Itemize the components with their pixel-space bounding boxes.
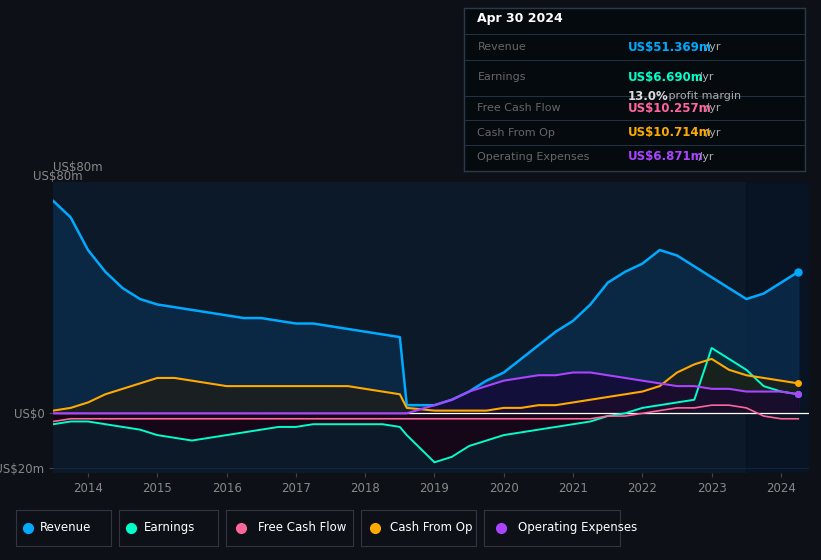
- Text: Free Cash Flow: Free Cash Flow: [258, 521, 346, 534]
- Text: Apr 30 2024: Apr 30 2024: [478, 12, 563, 25]
- Text: Cash From Op: Cash From Op: [478, 128, 555, 138]
- Text: US$51.369m: US$51.369m: [627, 40, 712, 54]
- Text: Free Cash Flow: Free Cash Flow: [478, 103, 561, 113]
- Text: Cash From Op: Cash From Op: [390, 521, 472, 534]
- Text: /yr: /yr: [702, 128, 721, 138]
- Text: US$80m: US$80m: [53, 161, 103, 174]
- Text: /yr: /yr: [695, 72, 713, 82]
- Text: /yr: /yr: [702, 42, 721, 52]
- Bar: [746, 182, 815, 473]
- Text: US$10.714m: US$10.714m: [627, 126, 711, 139]
- Text: profit margin: profit margin: [665, 91, 741, 101]
- Text: US$80m: US$80m: [33, 170, 82, 183]
- Text: /yr: /yr: [702, 103, 721, 113]
- Text: Operating Expenses: Operating Expenses: [478, 152, 589, 162]
- Text: Operating Expenses: Operating Expenses: [518, 521, 637, 534]
- Text: Earnings: Earnings: [478, 72, 526, 82]
- Text: US$6.690m: US$6.690m: [627, 71, 704, 84]
- Text: Revenue: Revenue: [478, 42, 526, 52]
- Text: US$10.257m: US$10.257m: [627, 102, 711, 115]
- Text: 13.0%: 13.0%: [627, 90, 668, 102]
- Text: /yr: /yr: [695, 152, 713, 162]
- Text: US$6.871m: US$6.871m: [627, 151, 703, 164]
- Text: Earnings: Earnings: [144, 521, 195, 534]
- Text: Revenue: Revenue: [40, 521, 91, 534]
